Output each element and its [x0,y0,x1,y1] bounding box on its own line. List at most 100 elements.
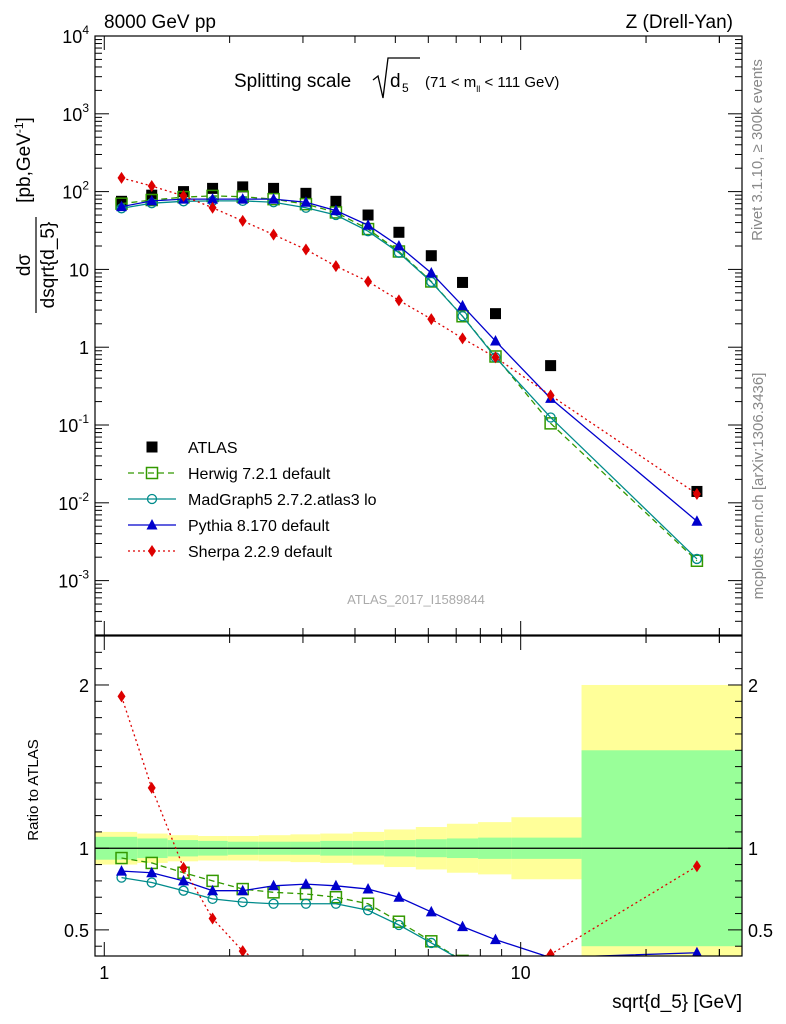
data-point-atlas [207,182,219,194]
series-line-herwig [121,195,698,562]
data-point-sherpa [692,487,701,500]
data-point-sherpa [491,351,500,364]
data-point-atlas [545,360,557,372]
rivet-label: Rivet 3.1.10, ≥ 300k events [749,59,766,241]
data-point-herwig [545,977,556,988]
ratio-line-herwig [121,857,456,956]
data-point-madgraph [393,919,405,931]
main-panel: 10-3 10-2 10-1 1 10 102 103 104 ATLAS_2017_I158… [58,23,743,636]
ratio-line-madgraph [121,876,456,956]
ylabel-numerator: dσ [14,254,35,277]
data-point-pythia [330,879,342,891]
y-tick-label: 10 [69,260,89,280]
ylabel-unit: [pb,GeV-1] [12,117,35,203]
main-axes: 10-3 10-2 10-1 1 10 102 103 104 [58,23,742,636]
data-point-pythia [237,193,249,204]
data-point-madgraph [146,877,157,888]
data-point-sherpa [546,389,555,402]
data-point-madgraph [457,311,468,322]
legend-label-pythia: Pythia 8.170 default [188,518,330,535]
data-point-pythia [457,299,469,311]
energy-label: 8000 GeV pp [104,12,216,33]
legend-label-atlas: ATLAS [188,440,238,457]
data-point-pythia [146,866,158,878]
data-point-sherpa [394,294,403,307]
data-point-pythia [116,865,128,876]
data-point-madgraph [268,898,279,909]
ratio-bands-layer [95,684,742,956]
analysis-id: ATLAS_2017_I1589844 [347,592,485,607]
y-tick-label: 10-1 [58,412,89,436]
legend: ATLAS Herwig 7.2.1 default MadGraph5 2.7.2… [128,440,377,561]
data-point-madgraph [545,412,556,423]
data-point-madgraph [491,971,500,980]
data-point-sherpa [332,981,340,993]
data-point-herwig [456,309,469,323]
data-point-atlas [146,441,158,453]
data-point-pythia [393,239,405,251]
data-point-pythia [490,933,502,945]
data-point-sherpa [147,781,156,794]
data-point-sherpa [147,180,156,193]
data-point-pythia [490,335,502,346]
data-point-pythia [268,193,280,204]
data-point-pythia [207,193,219,204]
data-point-sherpa [148,545,156,557]
data-point-pythia [425,905,437,917]
data-point-atlas [490,308,502,320]
data-point-sherpa [238,214,247,227]
title-symbol: d [390,71,401,92]
main-frame [94,35,743,636]
data-point-pythia [300,196,312,207]
data-point-atlas [457,276,469,288]
mcplots-label: mcplots.cern.ch [arXiv:1306.3436] [750,373,767,600]
data-point-atlas [425,250,437,262]
y-axis-label: dσ dsqrt{d_5} [pb,GeV-1] [12,117,59,313]
data-point-pythia [178,874,190,886]
data-point-pythia [268,879,280,891]
data-point-herwig [490,968,501,979]
process-label: Z (Drell-Yan) [626,12,733,33]
title-range: (71 < mll < 111 GeV) [425,74,559,94]
data-point-sherpa [492,961,500,973]
data-point-madgraph [237,896,248,908]
data-point-atlas [237,181,249,193]
data-point-sherpa [331,260,340,273]
ratio-axes: 1 10 0.5 0.5 1 1 2 2 [64,636,773,983]
data-point-sherpa [117,171,126,184]
ratio-line-sherpa [120,696,698,956]
data-point-madgraph [426,937,437,949]
data-point-herwig [329,890,343,904]
data-point-pythia [146,194,158,206]
data-point-sherpa [269,228,278,241]
data-point-atlas [300,187,312,199]
data-point-sherpa [692,860,701,873]
data-point-herwig [115,851,128,865]
data-point-pythia [362,219,374,230]
data-point-sherpa [270,965,278,977]
ratio-y-tick-label: 2 [79,676,89,696]
ratio-ylabel: Ratio to ATLAS [25,739,42,840]
data-point-sherpa [301,243,310,256]
data-point-madgraph [178,885,189,896]
data-point-sherpa [179,189,188,202]
y-tick-label: 10-2 [58,490,89,514]
data-point-pythia [393,891,405,902]
data-point-herwig [361,897,375,911]
y-tick-label: 104 [62,23,89,47]
data-point-pythia [362,883,374,894]
data-point-herwig [456,954,469,956]
data-point-madgraph [691,553,703,565]
data-point-atlas [362,209,374,221]
data-point-madgraph [546,974,555,983]
data-point-pythia [116,200,128,212]
data-point-pythia [692,946,702,956]
data-point-pythia [330,204,342,216]
data-point-pythia [691,515,703,526]
y-tick-label: 102 [62,179,89,203]
series-line-sherpa [121,177,698,495]
x-tick-label: 10 [511,963,531,983]
data-point-atlas [268,182,280,194]
data-point-madgraph [362,905,374,916]
